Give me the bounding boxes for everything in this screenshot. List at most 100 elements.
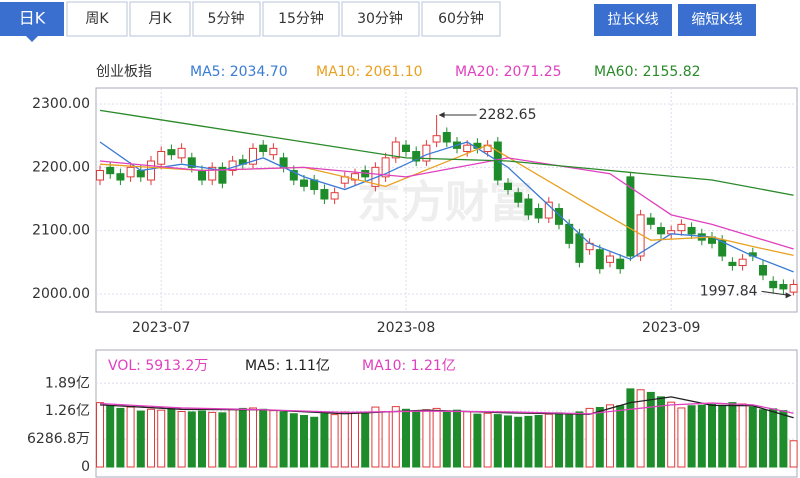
volume-legend: VOL: 5913.2万 bbox=[108, 358, 208, 374]
ma-line bbox=[99, 109, 794, 196]
volume-bar bbox=[157, 409, 166, 468]
volume-bar bbox=[300, 415, 308, 468]
x-tick-label: 2023-09 bbox=[642, 320, 701, 336]
volume-bar bbox=[310, 416, 319, 468]
button-box[interactable] bbox=[594, 4, 672, 36]
volume-bar bbox=[514, 416, 523, 468]
volume-bar bbox=[269, 410, 278, 468]
tab-box[interactable] bbox=[192, 1, 261, 37]
candle-body bbox=[289, 170, 298, 181]
volume-bar bbox=[544, 413, 553, 468]
legend-entry: MA20: 2071.25 bbox=[455, 64, 562, 80]
candle-body bbox=[463, 144, 472, 153]
volume-bar bbox=[748, 406, 757, 468]
legend-entry: MA60: 2155.82 bbox=[594, 64, 701, 80]
tab-box[interactable] bbox=[66, 1, 128, 37]
volume-bar bbox=[626, 388, 635, 468]
candle-body bbox=[116, 173, 125, 181]
volume-bar bbox=[585, 407, 594, 468]
tab-box[interactable] bbox=[421, 1, 501, 37]
annotation: 1997.84 bbox=[700, 283, 758, 299]
ma-line bbox=[99, 157, 794, 250]
candle-body bbox=[524, 198, 533, 216]
volume-bar bbox=[708, 403, 716, 468]
candle-body bbox=[595, 249, 604, 270]
candle-body bbox=[126, 166, 135, 178]
tab[interactable]: 15分钟 bbox=[278, 10, 324, 27]
volume-bar bbox=[636, 389, 645, 468]
candle-body bbox=[218, 166, 227, 184]
candle-body bbox=[687, 227, 696, 235]
candle-body bbox=[636, 214, 645, 257]
tab-box[interactable] bbox=[129, 1, 191, 37]
volume-bar bbox=[391, 406, 400, 468]
volume-bar bbox=[432, 407, 441, 468]
candle-body bbox=[442, 132, 451, 143]
volume-bar bbox=[606, 404, 614, 468]
tab[interactable]: 月K bbox=[148, 11, 172, 27]
candle-body bbox=[575, 233, 584, 263]
tab-box[interactable] bbox=[341, 1, 420, 37]
volume-bar bbox=[555, 412, 563, 468]
ma-line bbox=[99, 402, 794, 415]
volume-bar bbox=[463, 411, 472, 468]
legend-entry: MA5: 1.11亿 bbox=[245, 358, 330, 374]
button[interactable]: 缩短K线 bbox=[691, 12, 742, 28]
candle-body bbox=[677, 223, 686, 232]
volume-bar bbox=[504, 415, 512, 468]
y-tick-label: 1.89亿 bbox=[45, 375, 90, 391]
y-tick-label: 2100.00 bbox=[32, 223, 90, 239]
candle-body bbox=[402, 144, 410, 153]
y-tick-label: 2200.00 bbox=[32, 159, 90, 175]
volume-bar bbox=[789, 440, 798, 468]
button-box[interactable] bbox=[678, 4, 756, 36]
volume-bar bbox=[320, 413, 329, 468]
candle-body bbox=[330, 192, 339, 200]
volume-bar bbox=[249, 407, 257, 468]
price-frame bbox=[95, 87, 798, 313]
volume-bar bbox=[187, 411, 196, 468]
volume-bar bbox=[534, 415, 543, 468]
volume-bar bbox=[228, 409, 237, 468]
candle-body bbox=[626, 176, 635, 257]
candle-body bbox=[504, 182, 512, 191]
volume-bar bbox=[259, 408, 268, 468]
volume-bar bbox=[422, 409, 431, 468]
candle-body bbox=[259, 144, 268, 153]
volume-bar bbox=[218, 412, 227, 468]
candle-body bbox=[759, 265, 767, 276]
tab[interactable]: 周K bbox=[85, 11, 109, 27]
tab-box[interactable] bbox=[262, 1, 340, 37]
tab[interactable]: 60分钟 bbox=[438, 10, 484, 27]
candle-body bbox=[198, 170, 206, 181]
candle-body bbox=[300, 179, 308, 187]
volume-bar bbox=[575, 411, 584, 468]
tab[interactable]: 日K bbox=[19, 9, 46, 28]
candle-body bbox=[606, 255, 614, 263]
volume-bar bbox=[657, 396, 665, 468]
volume-bar bbox=[595, 407, 604, 468]
tab[interactable]: 30分钟 bbox=[357, 10, 403, 27]
volume-bar bbox=[565, 414, 574, 468]
tab[interactable]: 5分钟 bbox=[208, 10, 245, 27]
volume-bar bbox=[442, 410, 451, 468]
candle-body bbox=[412, 151, 421, 162]
candle-body bbox=[136, 170, 145, 178]
volume-bar bbox=[340, 411, 349, 468]
tab-active[interactable] bbox=[0, 2, 64, 36]
candle-body bbox=[718, 239, 727, 257]
volume-bar bbox=[289, 413, 298, 468]
candle-body bbox=[381, 157, 390, 178]
candle-body bbox=[779, 284, 788, 290]
volume-bar bbox=[616, 405, 625, 468]
annotation: 2282.65 bbox=[479, 107, 537, 123]
volume-bar bbox=[677, 407, 686, 468]
volume-bar bbox=[198, 410, 206, 468]
candle-body bbox=[616, 258, 625, 270]
button[interactable]: 拉长K线 bbox=[607, 12, 658, 28]
annotation-arrow bbox=[761, 290, 790, 296]
x-tick-label: 2023-08 bbox=[377, 320, 436, 336]
candle-body bbox=[187, 157, 196, 168]
